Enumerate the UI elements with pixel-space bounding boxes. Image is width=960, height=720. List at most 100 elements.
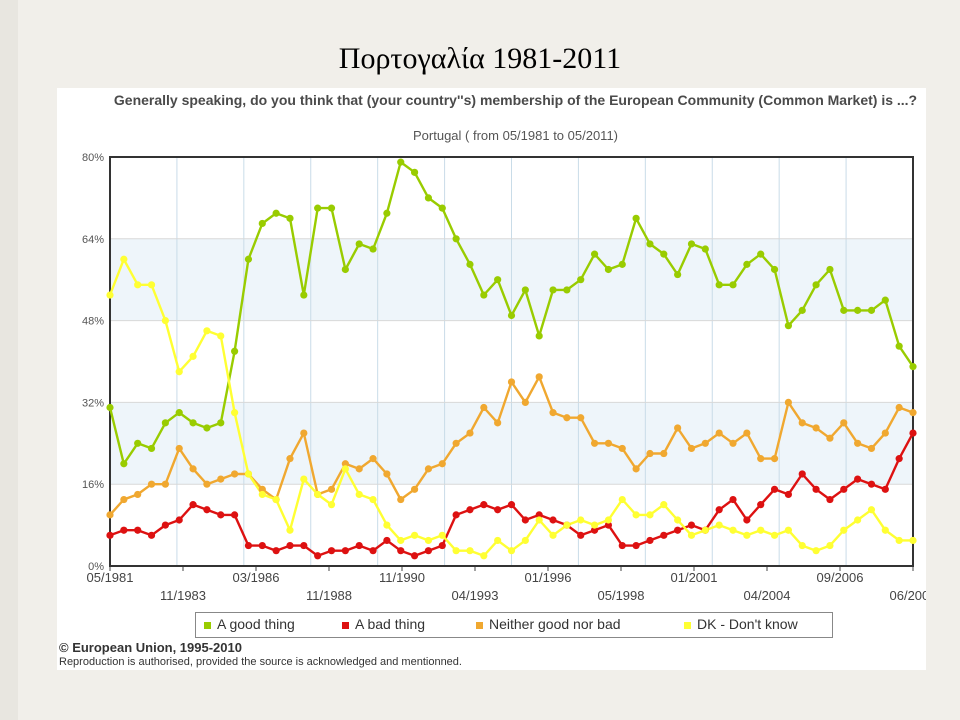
data-point-bad [244,541,253,550]
data-point-bad [840,485,848,493]
data-point-neither [369,455,377,463]
data-point-dk [632,511,640,519]
data-point-neither [217,475,225,483]
data-point-good [701,245,709,253]
data-point-dk [466,547,474,555]
legend-item-dk: DK - Don't know [684,616,798,632]
reproduction-note: Reproduction is authorised, provided the… [59,656,462,668]
data-point-bad [397,547,405,555]
data-point-dk [231,409,239,417]
data-point-neither [798,419,806,427]
data-point-dk [840,526,848,534]
legend-label-bad: A bad thing [355,616,426,632]
chart-title: Generally speaking, do you think that (y… [113,92,918,108]
data-point-dk [715,521,723,529]
data-point-dk [549,531,557,539]
data-point-bad [798,470,806,478]
data-point-bad [757,501,765,509]
data-point-neither [175,444,183,453]
data-point-dk [189,352,197,360]
data-point-neither [909,409,917,417]
data-point-dk [646,511,654,519]
data-point-good [881,296,889,304]
data-point-bad [632,541,640,550]
data-point-bad [272,547,280,555]
data-point-bad [203,506,211,514]
data-point-neither [729,439,737,447]
data-point-bad [106,531,114,539]
data-point-good [660,250,668,258]
x-tick-label: 11/1983 [160,588,206,603]
legend-item-good: A good thing [204,616,295,632]
y-tick-label: 64% [82,234,104,246]
data-point-neither [590,439,599,447]
data-point-neither [687,444,696,453]
data-point-bad [895,455,903,463]
data-point-neither [646,449,654,458]
data-point-bad [770,485,779,493]
data-point-neither [327,485,336,493]
data-point-dk [757,526,765,534]
data-point-dk [701,526,709,534]
plot-frame [109,156,914,567]
data-point-neither [535,373,543,381]
legend-swatch-neither [476,621,483,629]
data-point-good [507,311,516,320]
data-point-bad [258,541,266,550]
data-point-neither [161,480,169,488]
data-point-dk [369,495,377,504]
data-point-good [798,306,806,314]
data-point-good [161,419,169,427]
data-point-dk [674,516,682,524]
data-point-neither [840,419,848,427]
data-point-dk [618,495,626,504]
data-point-dk [397,536,405,545]
data-point-neither [867,444,876,453]
data-point-dk [881,526,889,534]
data-point-bad [161,521,169,529]
data-point-dk [590,521,599,529]
data-point-neither [895,403,903,412]
data-point-good [147,444,156,453]
data-point-good [854,306,862,314]
data-point-bad [743,516,751,524]
data-point-bad [867,480,876,488]
data-point-neither [743,429,751,437]
data-point-dk [217,332,225,340]
data-point-bad [687,521,696,529]
data-point-good [480,291,488,299]
data-point-good [757,250,765,258]
legend-label-good: A good thing [217,616,295,632]
chart-subtitle: Portugal ( from 05/1981 to 05/2011) [413,128,618,143]
data-point-bad [618,541,626,550]
data-point-dk [134,281,142,289]
data-point-dk [244,470,253,478]
y-tick-label: 80% [82,152,104,164]
data-point-neither [507,378,516,386]
data-point-good [244,255,253,263]
data-point-bad [424,547,433,555]
data-point-dk [314,490,322,499]
data-point-neither [563,414,571,422]
data-point-dk [770,531,779,539]
x-tick-label: 04/1993 [452,588,499,603]
y-tick-label: 0% [88,561,104,573]
data-point-neither [480,403,488,412]
data-point-good [134,439,142,447]
y-tick-label: 48% [82,316,104,328]
data-point-good [590,250,599,258]
data-point-neither [521,398,529,406]
data-point-good [120,460,128,468]
data-point-dk [743,531,751,539]
data-point-good [314,204,322,212]
data-point-neither [604,439,613,447]
data-point-bad [909,429,917,437]
data-point-good [826,265,834,274]
data-point-bad [507,501,516,509]
data-point-neither [452,439,460,447]
data-point-neither [618,444,626,453]
data-point-neither [258,485,266,493]
data-point-dk [424,536,433,545]
data-point-good [812,281,820,289]
data-point-good [106,403,114,412]
